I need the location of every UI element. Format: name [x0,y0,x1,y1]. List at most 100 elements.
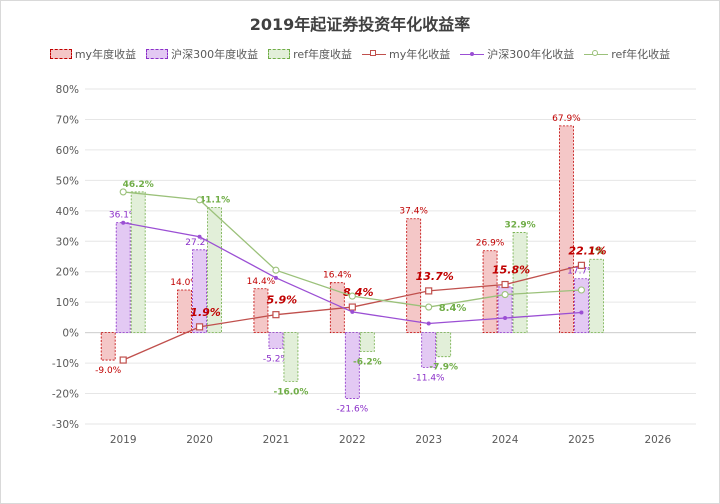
line-data-label: 13.7% [416,270,454,283]
bar-data-label: -21.6% [336,404,368,414]
legend-item: 沪深300年度收益 [146,46,258,62]
bar [253,288,269,334]
line-marker [195,323,204,331]
bar-data-label: 27.2% [185,238,214,248]
line-marker [348,292,356,300]
bar [436,332,452,358]
legend-swatch [460,49,485,59]
line-marker [121,220,126,225]
y-tick-label: 70% [56,114,79,126]
line-data-label: 15.8% [492,264,530,277]
legend: my年度收益 沪深300年度收益 ref年度收益 my年化收益 沪深300年化收益 ref… [1,46,719,62]
y-tick-label: -10% [52,358,79,370]
line-marker [426,321,431,326]
x-tick-label: 2021 [263,434,290,446]
legend-swatch [584,49,609,59]
legend-item: 沪深300年化收益 [460,46,574,62]
line-marker [501,280,509,289]
legend-item: my年化收益 [362,46,450,62]
line-marker [348,303,356,311]
line-data-label: 8.4% [439,303,467,314]
line-marker [197,234,202,239]
bar-data-label: 17.7% [567,267,596,277]
line-marker [579,310,584,315]
x-tick-label: 2023 [415,434,442,446]
bar-data-label: -9.0% [95,366,122,376]
bar-data-label: 67.9% [552,114,581,124]
line-marker [577,286,585,294]
y-tick-label: -30% [52,419,79,431]
bar [177,289,192,334]
x-tick-label: 2019 [110,434,137,446]
chart-title: 2019年起证券投资年化收益率 [249,15,471,34]
legend-label: my年度收益 [74,48,137,61]
bar [207,207,222,334]
legend-label: ref年化收益 [611,48,671,61]
legend-swatch [362,49,386,59]
x-tick-label: 2020 [186,434,213,446]
line-data-label: 5.9% [267,294,298,307]
line-data-label: 22.1% [568,244,606,257]
bar [559,125,574,334]
x-tick-label: 2026 [644,434,671,446]
x-tick-label: 2024 [492,434,519,446]
legend-swatch [49,49,72,59]
bar-data-label: -11.4% [413,373,445,383]
bar [359,332,375,352]
y-tick-label: 10% [56,297,79,309]
legend-label: ref年度收益 [293,48,352,61]
bar [482,250,498,334]
bar [192,249,207,334]
x-tick-label: 2022 [339,434,366,446]
line-marker [119,356,127,364]
bar [100,332,116,361]
y-tick-label: 50% [56,175,79,187]
bar [115,222,131,334]
x-tick-label: 2025 [568,434,595,446]
legend-label: 沪深300年化收益 [487,48,575,61]
line-marker [503,316,508,321]
bar-data-label: 36.1% [109,211,138,221]
line-marker [425,303,433,311]
bar-data-label: 1% [589,247,604,257]
bar-data-label: 37.4% [399,207,428,217]
bar-data-label: 32.9% [504,220,535,230]
line-marker [196,196,204,204]
y-tick-label: -20% [52,389,79,401]
line-marker [425,287,433,295]
y-tick-label: 80% [56,84,79,96]
bar [344,332,360,399]
legend-swatch [146,49,169,59]
bar-data-label: -6.2% [353,358,382,368]
bar-data-label: 26.9% [476,239,505,249]
bar [589,258,604,334]
line-marker [273,275,278,280]
bar-data-label: -16.0% [273,387,308,397]
line-marker [272,266,280,274]
bar-data-label: 16.4% [323,271,352,281]
bar-data-label: 14.0% [170,278,199,288]
bar [421,332,437,368]
line-marker [350,309,355,314]
line-marker [119,188,127,196]
line-marker [501,291,509,299]
legend-label: my年化收益 [389,48,451,61]
bar-data-label: -7.9% [429,363,458,373]
bar [130,191,146,334]
y-tick-label: 30% [56,236,79,248]
y-tick-label: 60% [56,145,79,157]
legend-item: ref年度收益 [268,46,352,62]
legend-item: my年度收益 [49,46,137,62]
bar-data-label: 14.4% [247,277,276,287]
bar-data-label: 46.2% [123,180,154,190]
legend-swatch [268,49,291,59]
bar [512,232,528,334]
y-tick-label: 0% [62,328,79,340]
bar-data-label: 41.1% [199,195,230,205]
bar [283,332,299,382]
legend-label: 沪深300年度收益 [171,48,259,61]
line-marker [577,261,586,269]
line-marker [272,311,280,319]
